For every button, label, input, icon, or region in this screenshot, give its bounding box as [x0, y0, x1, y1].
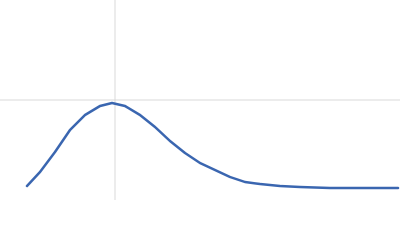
chart: [0, 0, 400, 200]
data-line: [25, 101, 400, 190]
